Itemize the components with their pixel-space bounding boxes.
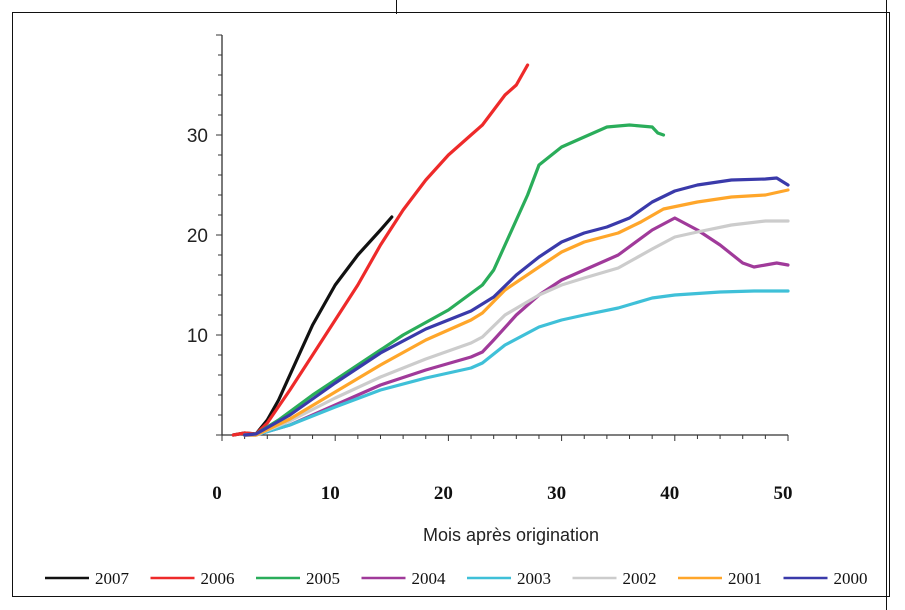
y-tick-label: 30 xyxy=(187,126,208,147)
series-line-2006 xyxy=(231,63,530,437)
x-tick-label: 0 xyxy=(212,483,222,504)
x-axis-label: Mois après origination xyxy=(423,525,599,545)
chart-axes xyxy=(216,34,789,441)
series-lines xyxy=(231,63,790,437)
legend-label-2004: 2004 xyxy=(412,569,447,588)
legend-label-2005: 2005 xyxy=(306,569,340,588)
legend-label-2000: 2000 xyxy=(834,569,868,588)
legend-label-2007: 2007 xyxy=(95,569,130,588)
series-line-2000 xyxy=(243,176,790,437)
series-line-2005 xyxy=(243,123,666,437)
right-edge-line xyxy=(886,0,887,610)
series-line-2007 xyxy=(231,215,394,437)
x-tick-labels: 0 10 20 30 40 50 xyxy=(212,483,792,504)
series-line-2002 xyxy=(243,219,790,437)
legend-label-2006: 2006 xyxy=(201,569,235,588)
x-tick-label: 10 xyxy=(321,483,340,504)
series-line-2004 xyxy=(243,216,790,437)
top-divider xyxy=(396,0,397,14)
x-tick-label: 20 xyxy=(434,483,453,504)
legend-label-2001: 2001 xyxy=(728,569,762,588)
legend-label-2003: 2003 xyxy=(517,569,551,588)
y-tick-label: 20 xyxy=(187,226,208,247)
y-tick-labels: 10 20 30 xyxy=(187,126,208,347)
legend-label-2002: 2002 xyxy=(623,569,657,588)
x-tick-label: 40 xyxy=(660,483,679,504)
y-tick-label: 10 xyxy=(187,326,208,347)
legend: 2007 2006 2005 2004 2003 2002 2001 2000 xyxy=(45,569,868,588)
series-line-2003 xyxy=(243,289,790,437)
series-line-2001 xyxy=(243,188,790,437)
x-tick-label: 30 xyxy=(547,483,566,504)
chart-frame xyxy=(12,12,890,597)
x-tick-label: 50 xyxy=(774,483,793,504)
